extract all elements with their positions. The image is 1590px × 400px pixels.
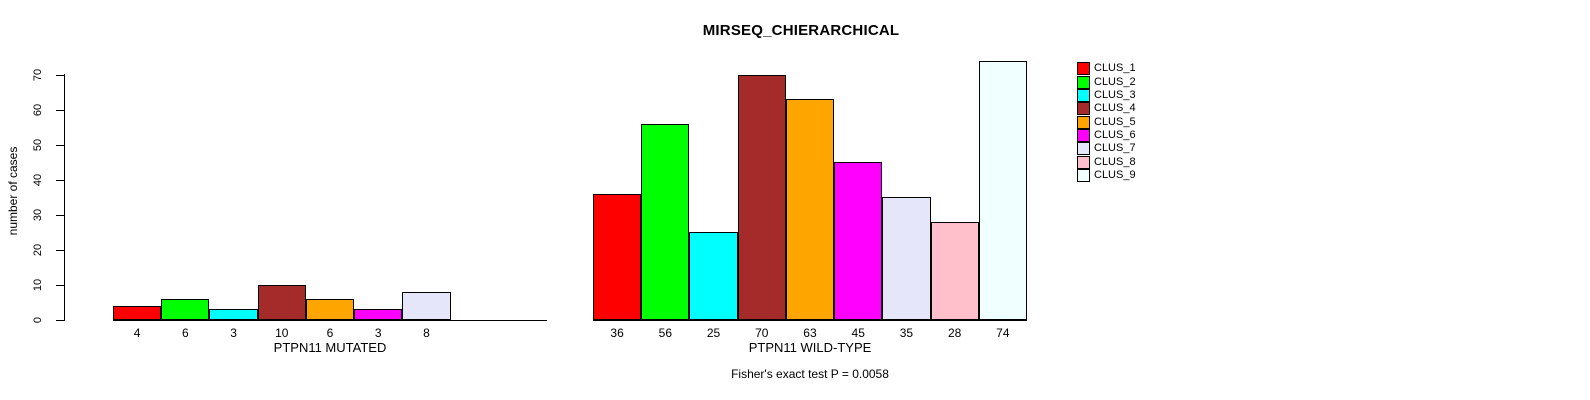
legend-color-swatch [1077, 142, 1090, 156]
y-axis-title: number of cases [6, 146, 20, 236]
bar-value-label: 45 [851, 326, 865, 340]
legend-label: CLUS_4 [1094, 102, 1136, 115]
bar [978, 61, 1027, 320]
x-axis-label-mutated: PTPN11 MUTATED [273, 340, 387, 355]
y-tick-label: 70 [32, 68, 44, 82]
bar [882, 197, 931, 320]
legend-label: CLUS_8 [1094, 155, 1136, 168]
bar [113, 306, 162, 320]
y-axis-tick [56, 250, 64, 251]
y-axis-tick [56, 145, 64, 146]
bar [161, 299, 210, 320]
bar-value-label: 3 [374, 326, 382, 340]
legend-label: CLUS_9 [1094, 168, 1136, 181]
bar-value-label: 36 [610, 326, 624, 340]
x-axis-label-wild-type: PTPN11 WILD-TYPE [748, 340, 872, 355]
bar [354, 309, 403, 320]
legend-color-swatch [1077, 115, 1090, 129]
legend-item: CLUS_8 [1077, 155, 1136, 169]
bar [930, 222, 979, 320]
bar-value-label: 6 [181, 326, 189, 340]
bar-value-label: 56 [658, 326, 672, 340]
x-axis-line [593, 320, 1027, 321]
bar [641, 124, 690, 320]
legend: CLUS_1 CLUS_2 CLUS_3 CLUS_4 CLUS_5 CLUS_6 CLUS… [1077, 62, 1136, 182]
bar-value-label: 25 [706, 326, 721, 340]
legend-color-swatch [1077, 88, 1090, 102]
legend-color-swatch [1077, 155, 1090, 169]
legend-color-swatch [1077, 128, 1090, 142]
legend-label: CLUS_5 [1094, 115, 1136, 128]
y-axis-tick [56, 110, 64, 111]
fisher-test-annotation: Fisher's exact test P = 0.0058 [731, 367, 889, 381]
legend-label: CLUS_1 [1094, 62, 1136, 75]
legend-item: CLUS_7 [1077, 142, 1136, 156]
bar [689, 232, 738, 320]
y-tick-label: 40 [32, 173, 44, 187]
bar-value-label: 63 [803, 326, 817, 340]
legend-color-swatch [1077, 75, 1090, 89]
bar-value-label: 74 [996, 326, 1010, 340]
y-axis-tick [56, 215, 64, 216]
chart-title: MIRSEQ_CHIERARCHICAL [702, 22, 900, 39]
legend-item: CLUS_1 [1077, 62, 1136, 76]
bar [785, 99, 835, 320]
legend-item: CLUS_2 [1077, 75, 1136, 89]
bar-value-label: 6 [326, 326, 334, 340]
y-axis-tick [56, 285, 64, 286]
y-tick-label: 50 [32, 138, 44, 152]
bar [305, 299, 355, 320]
y-tick-label: 20 [32, 243, 44, 257]
bar [402, 292, 451, 320]
y-tick-label: 10 [32, 278, 44, 292]
bar-value-label: 3 [230, 326, 237, 340]
bar [257, 285, 306, 320]
bar-value-label: 28 [947, 326, 962, 340]
bar-value-label: 70 [755, 326, 769, 340]
y-axis-tick [56, 180, 64, 181]
bar [593, 194, 642, 320]
y-tick-label: 0 [32, 316, 44, 324]
y-axis-tick [56, 75, 64, 76]
legend-color-swatch [1077, 102, 1090, 116]
bar-value-label: 10 [275, 326, 289, 340]
legend-label: CLUS_7 [1094, 142, 1136, 155]
y-axis-tick [56, 320, 64, 321]
bar [737, 75, 786, 320]
y-axis-line [64, 74, 65, 321]
bar [209, 309, 258, 320]
bar [834, 162, 883, 320]
legend-color-swatch [1077, 168, 1090, 182]
y-tick-label: 60 [32, 103, 44, 117]
legend-item: CLUS_3 [1077, 88, 1136, 102]
legend-item: CLUS_4 [1077, 102, 1136, 116]
legend-item: CLUS_9 [1077, 168, 1136, 182]
bar-value-label: 35 [899, 326, 914, 340]
legend-color-swatch [1077, 62, 1090, 76]
legend-label: CLUS_6 [1094, 128, 1136, 141]
x-axis-line [113, 320, 547, 321]
legend-label: CLUS_3 [1094, 88, 1136, 101]
legend-item: CLUS_6 [1077, 128, 1136, 142]
legend-item: CLUS_5 [1077, 115, 1136, 129]
legend-label: CLUS_2 [1094, 75, 1136, 88]
bar-value-label: 4 [133, 326, 141, 340]
bar-value-label: 8 [423, 326, 430, 340]
y-tick-label: 30 [32, 208, 44, 222]
